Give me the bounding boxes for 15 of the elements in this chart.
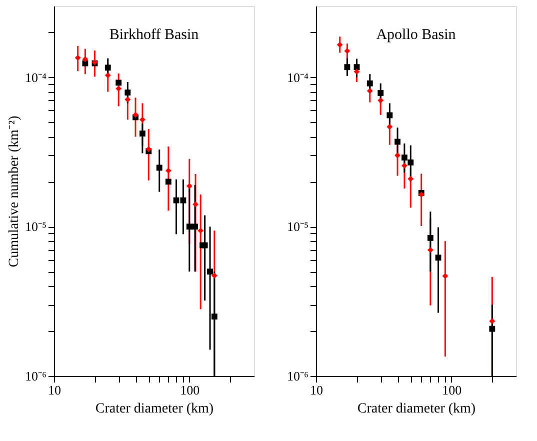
x-axis-title: Crater diameter (km) bbox=[357, 402, 476, 416]
y-tick-label: 10⁻⁵ bbox=[24, 219, 46, 234]
y-tick-label: 10⁻⁴ bbox=[286, 70, 309, 85]
x-tick-label: 10 bbox=[310, 382, 323, 398]
y-tick-label: 10⁻⁶ bbox=[286, 368, 308, 384]
y-tick-label: 10⁻⁶ bbox=[24, 368, 46, 384]
x-tick-label: 100 bbox=[442, 382, 462, 398]
x-axis-title: Crater diameter (km) bbox=[95, 402, 214, 416]
y-tick-label: 10⁻⁵ bbox=[286, 219, 308, 234]
text: Birkhoff Basin bbox=[109, 27, 200, 43]
text: Apollo Basin bbox=[376, 27, 456, 43]
x-tick-label: 10 bbox=[48, 382, 61, 398]
y-tick-label: 10⁻⁴ bbox=[24, 70, 47, 85]
y-axis-title: Cumulative number (km⁻²) bbox=[6, 115, 22, 268]
x-tick-label: 100 bbox=[180, 382, 200, 398]
